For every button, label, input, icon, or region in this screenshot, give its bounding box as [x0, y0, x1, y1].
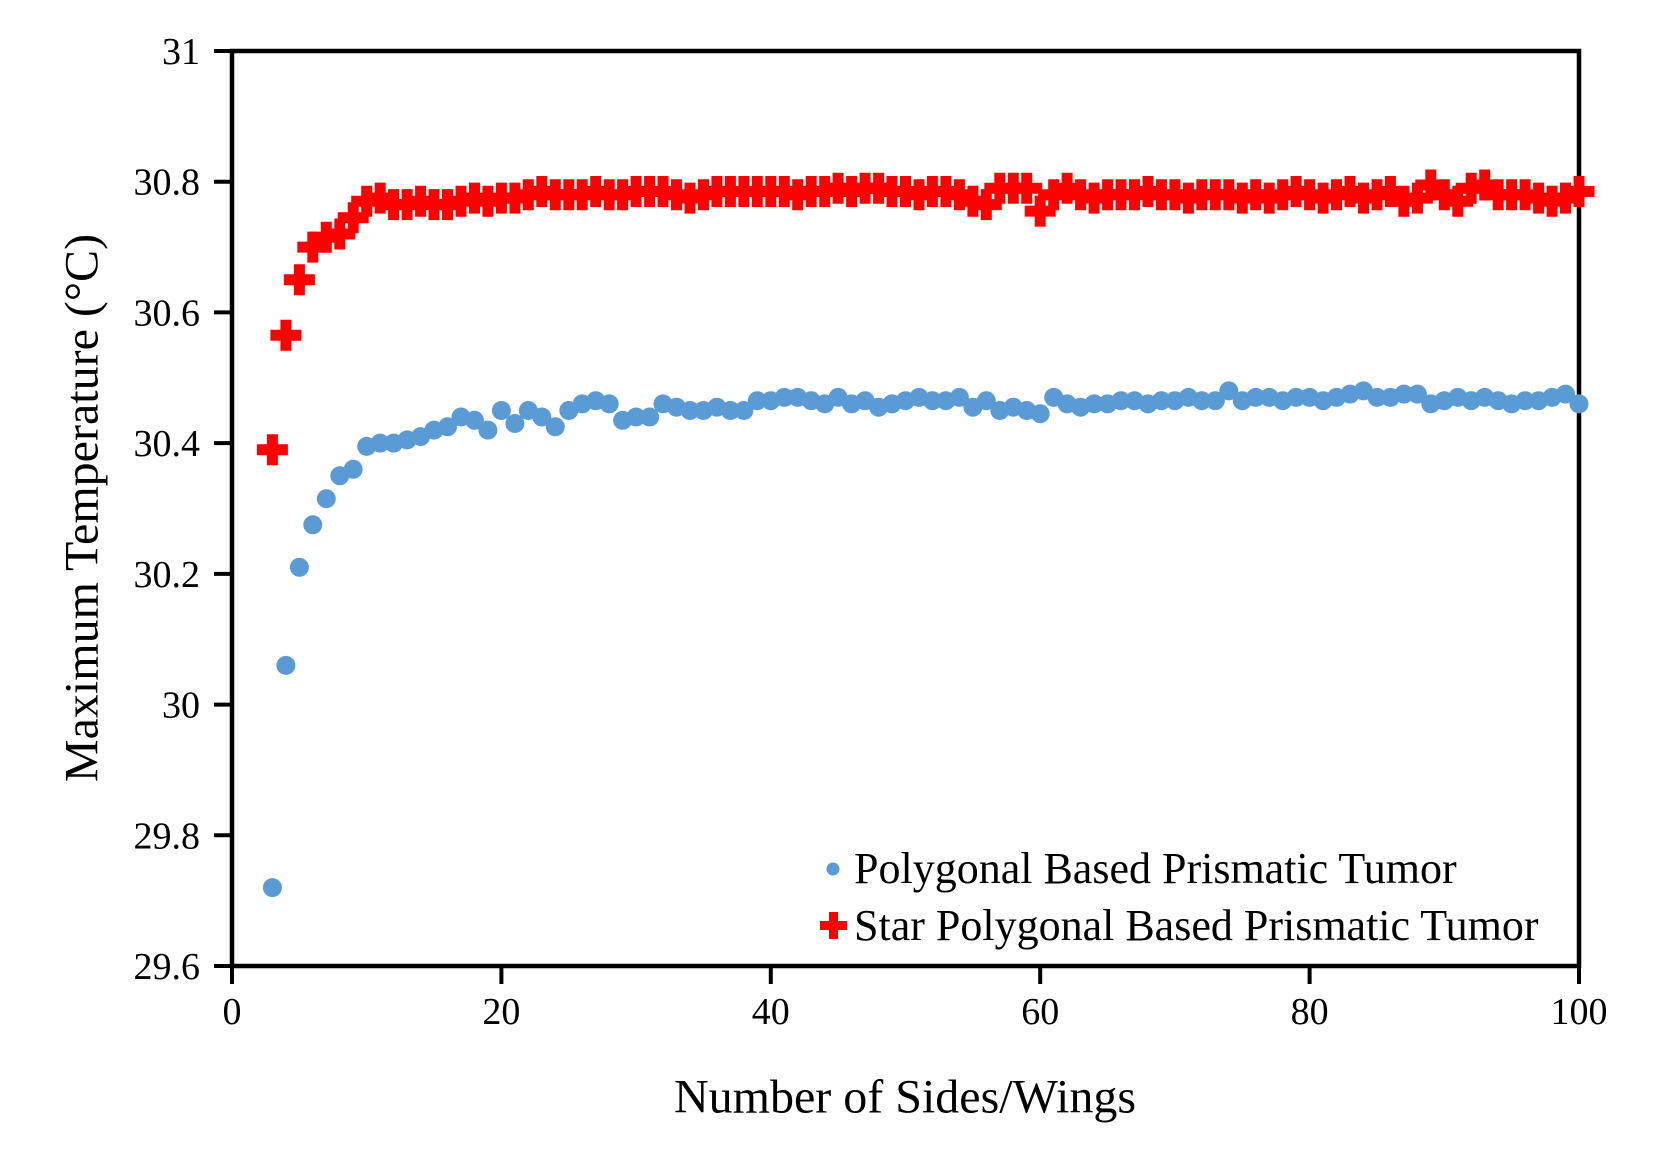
y-tick-label: 29.6 [134, 946, 201, 988]
data-point-circle [1111, 391, 1131, 411]
data-point-circle [1192, 391, 1212, 411]
data-point-plus [364, 182, 396, 214]
y-tick-label: 29.8 [134, 815, 201, 857]
data-point-plus [1442, 185, 1474, 217]
data-point-circle [720, 401, 740, 420]
data-point-circle [303, 515, 323, 535]
data-point-circle [949, 387, 969, 407]
data-point-plus [1024, 195, 1056, 227]
data-point-plus [1428, 179, 1460, 211]
data-point-circle [316, 489, 336, 509]
data-point-plus [1563, 176, 1595, 207]
data-point-plus [324, 218, 356, 250]
data-point-plus [256, 434, 288, 466]
data-point-circle [1394, 384, 1414, 404]
x-tick-label: 40 [752, 991, 790, 1033]
data-point-circle [1030, 404, 1050, 424]
data-point-circle [1205, 391, 1225, 411]
data-point-circle [438, 417, 457, 437]
data-point-circle [478, 420, 498, 440]
data-point-circle [343, 459, 363, 479]
legend-label: Star Polygonal Based Prismatic Tumor [854, 900, 1539, 950]
data-point-plus [943, 179, 975, 211]
data-point-plus [1038, 179, 1070, 211]
data-point-circle [774, 387, 794, 407]
data-point-circle [1286, 387, 1306, 407]
data-point-circle [1515, 391, 1535, 411]
data-point-circle [370, 433, 390, 453]
data-point-plus [1550, 182, 1581, 214]
data-point-circle [1556, 384, 1575, 404]
data-point-plus [1374, 176, 1406, 207]
y-tick-label: 30.4 [134, 423, 201, 465]
plot-frame [229, 48, 1582, 969]
y-tick-label: 30.2 [134, 554, 201, 596]
data-point-plus [1051, 172, 1083, 204]
data-point-circle [734, 401, 754, 420]
data-point-circle [1219, 381, 1239, 401]
data-point-plus [1011, 172, 1043, 204]
plus-marker-icon [812, 912, 854, 939]
data-point-plus [1401, 182, 1433, 214]
data-point-circle [491, 401, 511, 420]
data-point-circle [976, 391, 996, 411]
x-tick-label: 0 [223, 991, 242, 1033]
data-point-circle [532, 407, 552, 427]
x-tick-label: 100 [1551, 991, 1608, 1033]
x-tick-label: 60 [1021, 991, 1059, 1033]
data-point-plus [270, 319, 302, 351]
data-point-circle [922, 391, 942, 411]
data-point-circle [1367, 387, 1387, 407]
data-point-circle [680, 401, 700, 420]
data-point-plus [1415, 169, 1447, 201]
legend-item-star-polygonal: Star Polygonal Based Prismatic Tumor [812, 897, 1538, 954]
y-axis-title: Maximum Temperature (°C) [55, 233, 109, 783]
y-tick-label: 30.8 [134, 162, 201, 204]
data-point-circle [1151, 391, 1171, 411]
data-point-circle [1569, 394, 1589, 414]
data-point-circle [276, 655, 296, 675]
data-point-circle [1246, 387, 1266, 407]
x-tick-label: 20 [482, 991, 520, 1033]
data-point-circle [465, 410, 484, 430]
data-point-plus [970, 189, 1002, 221]
data-point-circle [545, 417, 565, 437]
data-point-circle [626, 407, 646, 427]
circle-marker-icon [812, 862, 854, 876]
data-point-circle [747, 391, 767, 411]
data-point-plus [1334, 176, 1366, 207]
legend-label: Polygonal Based Prismatic Tumor [854, 843, 1457, 893]
legend: Polygonal Based Prismatic Tumor Star Pol… [812, 840, 1538, 954]
data-point-plus [1469, 169, 1501, 201]
data-point-circle [640, 407, 660, 427]
x-tick-label: 80 [1291, 991, 1329, 1033]
data-point-plus [337, 202, 369, 234]
legend-item-polygonal: Polygonal Based Prismatic Tumor [812, 840, 1538, 897]
y-tick-label: 30.6 [134, 292, 201, 334]
x-axis-title: Number of Sides/Wings [673, 1070, 1137, 1124]
data-point-circle [1084, 394, 1104, 414]
data-point-plus [283, 264, 315, 296]
data-point-circle [505, 414, 525, 433]
data-point-circle [1407, 384, 1427, 404]
data-point-circle [262, 878, 282, 898]
data-point-plus [297, 231, 329, 263]
data-point-circle [599, 394, 619, 414]
data-point-circle [289, 557, 309, 577]
y-tick-label: 30 [162, 685, 200, 727]
y-tick-label: 31 [162, 31, 200, 73]
